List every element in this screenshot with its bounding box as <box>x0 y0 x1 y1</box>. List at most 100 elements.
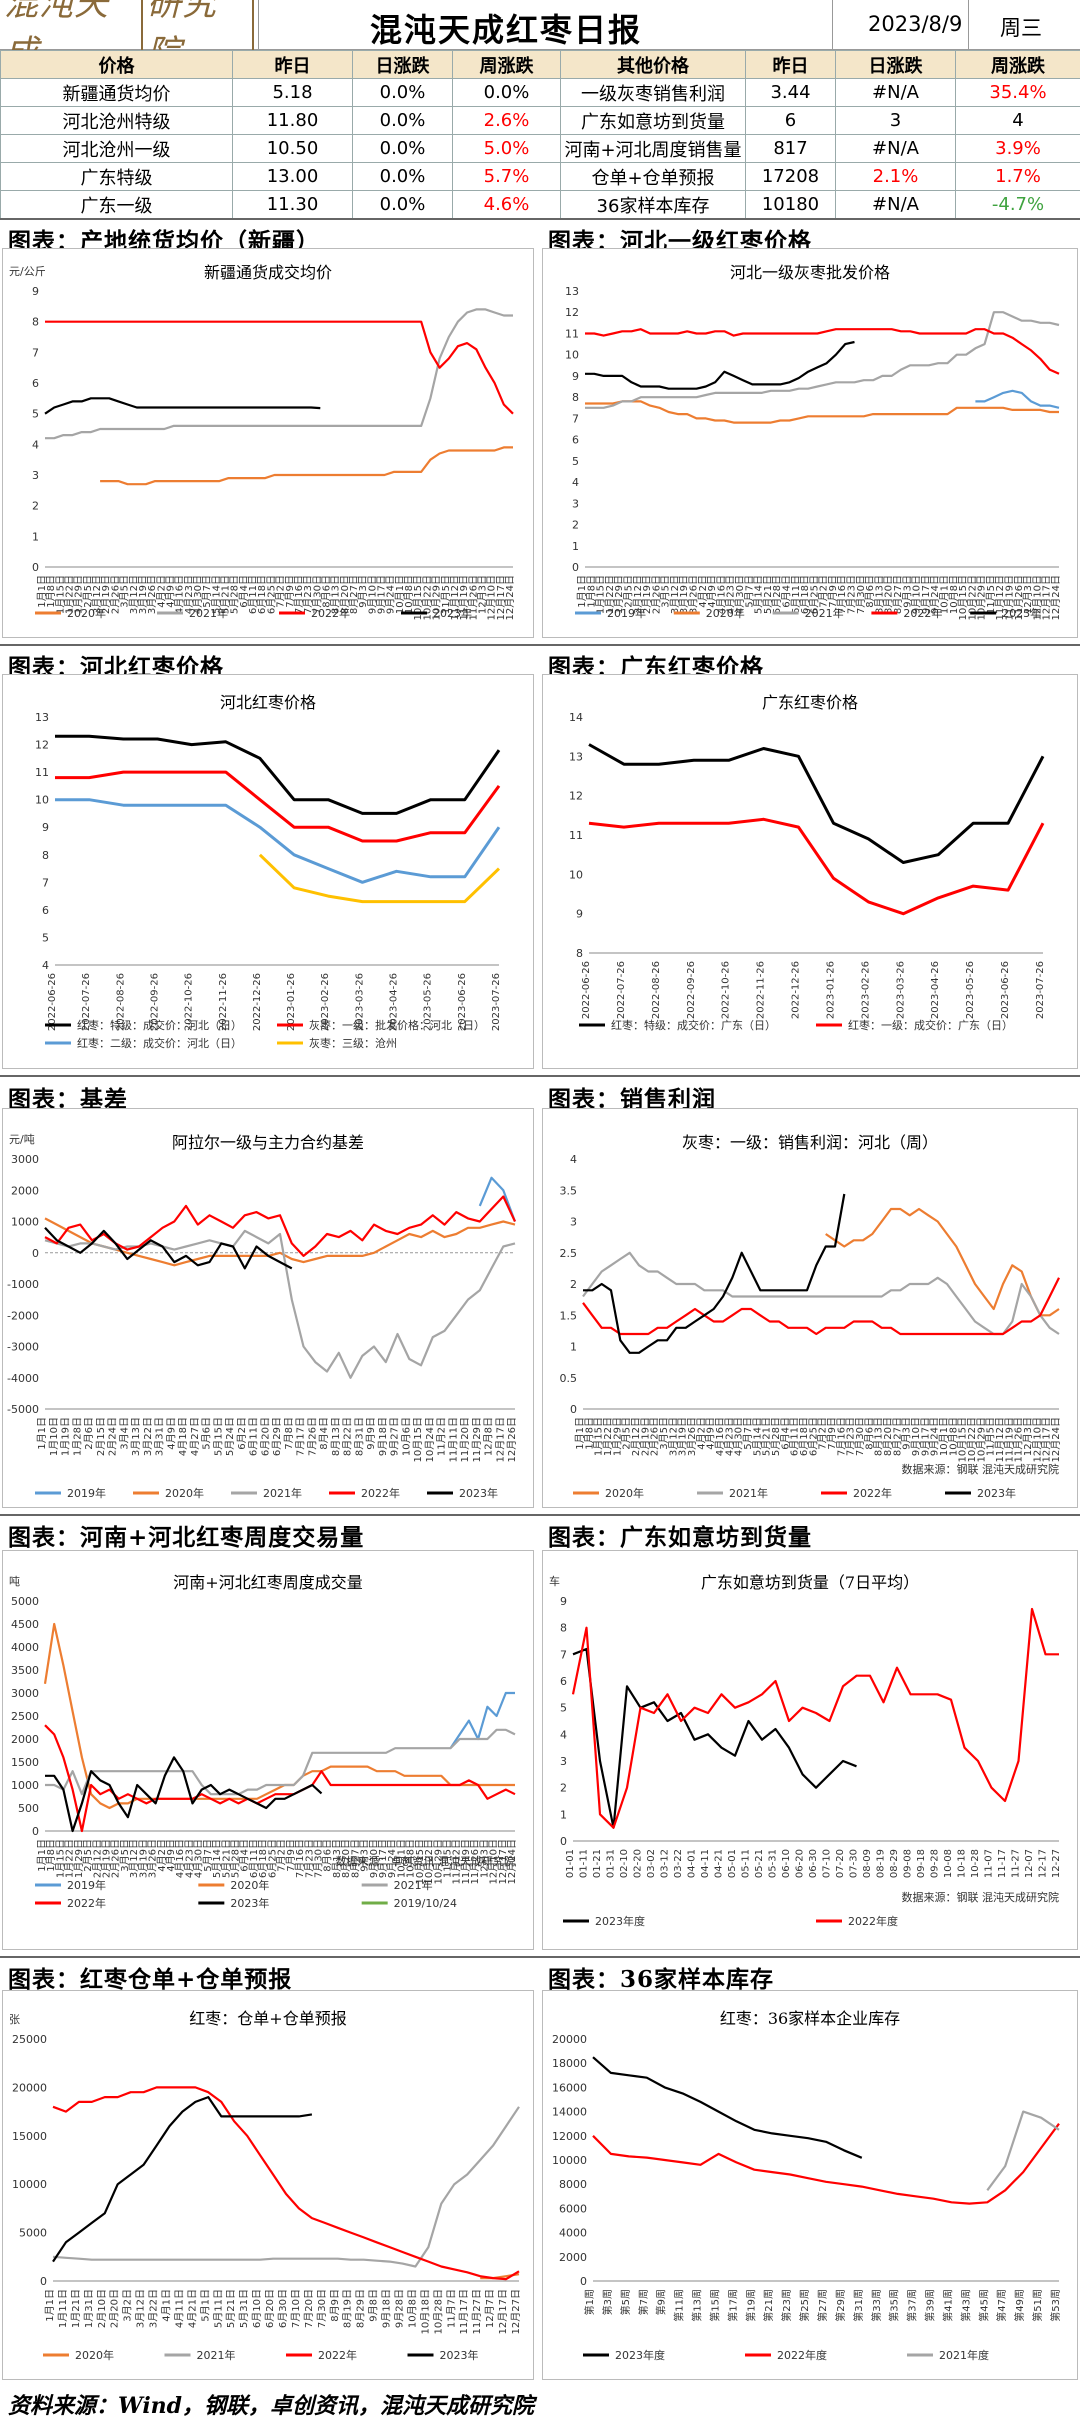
x-tick-label: 5月14日 <box>210 575 222 614</box>
legend-label: 2021年 <box>189 606 228 620</box>
legend-label: 2022年 <box>318 2348 357 2362</box>
table-cell: 3.9% <box>955 134 1080 163</box>
x-tick-label: 2月19日 <box>641 575 653 614</box>
series-line <box>55 770 501 843</box>
table-cell: 5.0% <box>452 134 561 163</box>
table-cell: 6 <box>745 106 836 135</box>
x-tick-label: 8月27日 <box>892 575 904 614</box>
x-tick-label: 5月11日 <box>212 2289 224 2328</box>
chart-svg: 0123456789101112131月1日1月8日1月15日1月22日1月29… <box>565 285 1062 620</box>
legend-label: 2021年 <box>197 2348 236 2362</box>
x-tick-label: 12-27 <box>1051 1849 1062 1878</box>
legend-label: 2022年 <box>903 606 942 620</box>
y-tick-label: 10 <box>35 794 49 807</box>
x-tick-label: 第23周 <box>780 2289 793 2322</box>
x-tick-label: 第39周 <box>924 2289 937 2322</box>
x-tick-label: 1月22日 <box>64 1839 76 1878</box>
x-tick-label: 2月19日 <box>639 1417 651 1456</box>
y-tick-label: 3.5 <box>560 1184 578 1197</box>
x-tick-label: 2022-06-26 <box>47 973 58 1031</box>
y-tick-label: 8 <box>572 391 579 404</box>
chart-source: 数据来源：卓创资讯 混沌天成研究院 <box>336 1854 516 1868</box>
y-tick-label: 3 <box>560 1755 567 1768</box>
chart-box: 河南+河北红枣周度成交量 0 500 1000 1500 2000 2500 3000 3500… <box>2 1550 534 1950</box>
y-tick-label: -3000 <box>7 1341 39 1354</box>
x-tick-label: 6月25日 <box>807 1417 819 1456</box>
legend-label: 灰枣：三级：沧州 <box>309 1036 397 1050</box>
y-tick-label: 4 <box>32 438 39 451</box>
x-tick-label: 3月12日 <box>135 2289 147 2328</box>
x-tick-label: 第19周 <box>744 2289 757 2322</box>
series-line <box>44 397 321 415</box>
series-line <box>585 328 1060 375</box>
x-tick-label: 8月29日 <box>355 2289 367 2328</box>
legend-label: 2022年 <box>311 606 350 620</box>
y-tick-label: 2.5 <box>560 1247 578 1260</box>
x-tick-label: 6月11日 <box>248 1417 260 1456</box>
x-tick-label: 2月5日 <box>82 1839 94 1872</box>
x-tick-label: 11月26日 <box>467 575 479 620</box>
section-title: 图表：红枣仓单+仓单预报 <box>8 1966 293 1993</box>
table-cell: 817 <box>745 134 836 163</box>
x-tick-label: 1月28日 <box>71 1417 83 1456</box>
x-tick-label: 5月1日 <box>199 2289 211 2322</box>
y-tick-label: 6000 <box>559 2202 587 2215</box>
table-cell: 仓单+仓单预报 <box>560 162 746 191</box>
x-tick-label: 7月2日 <box>817 1417 829 1450</box>
y-tick-label: 25000 <box>12 2033 47 2046</box>
y-tick-label: 1 <box>32 530 39 543</box>
price-table-header: 价格 昨日 日涨跌 周涨跌 其他价格 昨日 日涨跌 周涨跌 <box>0 50 1080 79</box>
y-tick-label: 8 <box>576 947 583 960</box>
y-axis-unit: 元/公斤 <box>9 265 46 278</box>
x-tick-label: 第5周 <box>619 2289 632 2315</box>
table-row: 新疆通货均价 5.18 0.0% 0.0% 一级灰枣销售利润 3.44 #N/A 35.4% <box>0 78 1080 107</box>
x-tick-label: 1月1日 <box>576 575 588 608</box>
y-tick-label: 20000 <box>12 2081 47 2094</box>
x-tick-label: 8月13日 <box>330 575 342 614</box>
x-tick-label: 4月9日 <box>705 1417 717 1450</box>
x-tick-label: 6月4日 <box>239 1839 251 1872</box>
x-tick-label: 第45周 <box>977 2289 990 2322</box>
x-tick-label: 8月27日 <box>891 1417 903 1456</box>
series-line <box>100 446 513 486</box>
x-tick-label: 11月7日 <box>445 2289 457 2328</box>
y-tick-label: 7 <box>32 346 39 359</box>
series-line <box>52 2096 313 2263</box>
x-tick-label: 1月22日 <box>604 575 616 614</box>
x-tick-label: 11月19日 <box>460 1839 472 1884</box>
x-tick-label: 11-17 <box>997 1849 1008 1878</box>
legend-label: 2023年度 <box>595 1914 645 1928</box>
x-tick-label: 11月12日 <box>449 575 461 620</box>
y-tick-label: 8 <box>560 1622 567 1635</box>
y-axis-unit: 吨 <box>9 1575 20 1588</box>
legend-label: 2023年 <box>230 1896 269 1910</box>
y-axis-unit: 张 <box>9 2013 20 2026</box>
chart-box: 灰枣：一级：销售利润：河北（周） 0 0.5 1 1.5 2 2.5 3 3.5 4 1月1日 1月8… <box>542 1108 1078 1508</box>
x-tick-label: 第35周 <box>888 2289 901 2322</box>
x-tick-label: 第43周 <box>959 2289 972 2322</box>
x-tick-label: 12月17日 <box>495 575 507 620</box>
y-tick-label: 1500 <box>11 1756 39 1769</box>
series-line <box>45 308 513 440</box>
x-tick-label: 7月2日 <box>275 575 287 608</box>
y-tick-label: 14000 <box>552 2106 587 2119</box>
x-tick-label: 01-01 <box>565 1849 576 1878</box>
x-tick-label: 9月24日 <box>386 1839 398 1878</box>
y-tick-label: 5 <box>32 408 39 421</box>
x-tick-label: 2023-05-26 <box>423 973 434 1031</box>
x-tick-label: 2023-06-26 <box>457 973 468 1031</box>
legend-label: 2022年 <box>853 1486 892 1500</box>
x-tick-label: 03-02 <box>646 1849 657 1878</box>
y-tick-label: 18000 <box>552 2057 587 2070</box>
table-cell: 11.30 <box>232 190 353 219</box>
x-tick-label: 3月31日 <box>154 1417 166 1456</box>
x-tick-label: 2月19日 <box>100 575 112 614</box>
legend-label: 2021年 <box>805 606 844 620</box>
col-header: 昨日 <box>745 50 836 79</box>
col-header: 日涨跌 <box>835 50 956 79</box>
y-tick-label: 1 <box>560 1808 567 1821</box>
x-tick-label: 6月29日 <box>271 1417 283 1456</box>
y-tick-label: 2 <box>570 1278 577 1291</box>
y-tick-label: 4 <box>570 1153 577 1166</box>
